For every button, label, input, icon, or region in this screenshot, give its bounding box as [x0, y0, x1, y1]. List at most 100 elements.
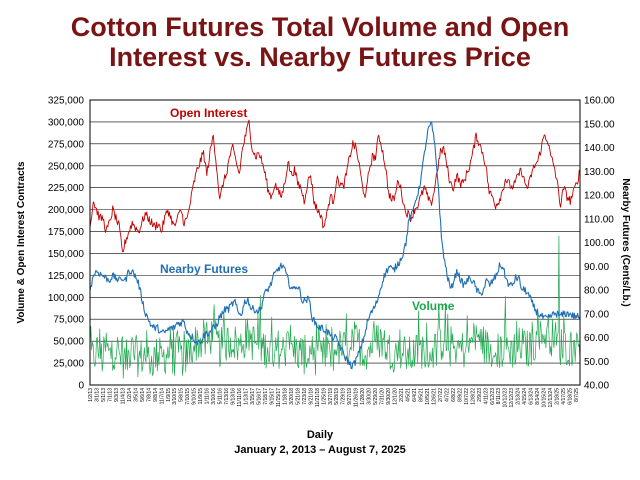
right-tick-label: 160.00 [584, 96, 615, 107]
x-tick-label: 6/12/23 [490, 388, 496, 405]
right-tick-label: 130.00 [584, 167, 615, 178]
x-tick-label: 8/5/21 [418, 388, 424, 402]
annotation-volume: Volume [412, 299, 455, 313]
x-tick-label: 6/18/25 [568, 388, 574, 405]
left-tick-label: 100,000 [48, 293, 85, 304]
x-tick-label: 12/6/21 [431, 388, 437, 405]
x-tick-label: 4/15/24 [522, 388, 528, 405]
x-tick-label: 10/5/21 [425, 388, 431, 405]
x-tick-label: 10/15/24 [542, 388, 548, 408]
right-tick-label: 120.00 [584, 191, 615, 202]
x-tick-label: 9/8/14 [153, 388, 159, 402]
x-tick-label: 7/1/13 [107, 388, 113, 402]
x-tick-label: 7/10/15 [185, 388, 191, 405]
right-tick-label: 50.00 [584, 357, 609, 368]
x-tick-label: 11/7/14 [159, 388, 165, 405]
series-layer [89, 119, 581, 379]
x-tick-label: 12/8/22 [470, 388, 476, 405]
x-tick-label: 8/9/22 [457, 388, 463, 402]
x-tick-label: 12/1/20 [393, 388, 399, 405]
right-tick-label: 110.00 [584, 214, 614, 225]
left-tick-label: 275,000 [48, 139, 85, 150]
left-tick-label: 75,000 [53, 315, 84, 326]
x-tick-label: 2/13/24 [516, 388, 522, 405]
x-tick-label: 1/28/20 [360, 388, 366, 405]
annotation-nearby-futures: Nearby Futures [160, 262, 248, 276]
x-tick-label: 5/28/19 [334, 388, 340, 405]
x-tick-label: 7/8/14 [146, 388, 152, 402]
right-tick-label: 40.00 [584, 381, 609, 392]
x-tick-label: 11/26/19 [354, 388, 360, 407]
x-tick-label: 6/4/21 [412, 388, 418, 402]
left-tick-label: 50,000 [53, 337, 84, 348]
date-range-label: January 2, 2013 – August 7, 2025 [234, 444, 406, 456]
x-tick-label: 3/20/18 [289, 388, 295, 405]
right-tick-label: 150.00 [584, 119, 615, 130]
x-tick-label: 10/7/22 [464, 388, 470, 405]
grid-lines [90, 121, 580, 364]
x-tick-label: 1/2/14 [127, 388, 133, 402]
x-tick-label: 3/15/17 [250, 388, 256, 405]
x-tick-label: 3/1/13 [94, 388, 100, 402]
right-axis-ticks: 40.00 50.00 60.00 70.00 80.00 90.00 100.00 110.… [584, 96, 615, 392]
x-tick-label: 3/30/20 [367, 388, 373, 405]
left-tick-label: 300,000 [48, 117, 85, 128]
x-tick-label: 11/9/15 [198, 388, 204, 405]
x-tick-label: 5/21/18 [295, 388, 301, 405]
x-tick-label: 5/11/16 [218, 388, 224, 405]
right-axis-label: Nearby Futures (Cents/Lb.) [620, 178, 631, 306]
right-tick-label: 100.00 [584, 238, 615, 249]
x-tick-label: 7/31/20 [380, 388, 386, 405]
right-tick-label: 80.00 [584, 286, 609, 297]
x-tick-label: 11/11/16 [237, 388, 243, 407]
annotation-open-interest: Open Interest [170, 106, 247, 120]
x-tick-label: 12/13/24 [548, 388, 554, 408]
right-tick-label: 60.00 [584, 333, 609, 344]
x-tick-label: 2/18/25 [555, 388, 561, 405]
right-tick-label: 70.00 [584, 309, 609, 320]
left-tick-label: 325,000 [48, 96, 85, 107]
series-line-nearby-futures [89, 121, 581, 370]
x-tick-label: 4/5/21 [406, 388, 412, 402]
right-tick-label: 90.00 [584, 262, 609, 273]
series-line-volume [89, 235, 581, 379]
x-tick-label: 2/9/23 [477, 388, 483, 402]
x-tick-label: 7/13/16 [224, 388, 230, 405]
x-tick-label: 7/29/19 [341, 388, 347, 405]
chart-title-line2: Interest vs. Nearby Futures Price [109, 42, 531, 72]
x-tick-label: 11/4/13 [120, 388, 126, 405]
x-tick-label: 9/30/20 [386, 388, 392, 405]
x-tick-label: 4/17/25 [561, 388, 567, 405]
right-tick-label: 140.00 [584, 143, 615, 154]
x-tick-label: 4/7/22 [444, 388, 450, 402]
x-axis-ticks: 1/2/13 3/1/13 5/1/13 7/1/13 9/3/13 11/4/13 1/2… [88, 388, 580, 408]
x-tick-label: 9/13/16 [231, 388, 237, 405]
x-tick-label: 3/10/16 [211, 388, 217, 405]
x-tick-label: 3/27/19 [328, 388, 334, 405]
left-axis-ticks: 0 25,000 50,000 75,000 100,000 125,000 150,000… [48, 96, 85, 392]
x-tick-label: 9/3/13 [114, 388, 120, 402]
x-tick-label: 6/13/24 [529, 388, 535, 405]
x-tick-label: 9/15/17 [269, 388, 275, 405]
x-tick-label: 11/21/18 [315, 388, 321, 407]
x-tick-label: 8/7/25 [574, 388, 580, 402]
x-tick-label: 4/11/23 [483, 388, 489, 405]
x-tick-label: 7/18/17 [263, 388, 269, 405]
x-tick-label: 9/10/15 [192, 388, 198, 405]
x-tick-label: 1/25/19 [321, 388, 327, 405]
x-tick-label: 3/10/15 [172, 388, 178, 405]
left-tick-label: 125,000 [48, 271, 85, 282]
x-tick-label: 5/8/15 [179, 388, 185, 402]
left-tick-label: 175,000 [48, 227, 85, 238]
series-annotations: Open Interest Nearby Futures Volume [160, 106, 455, 313]
x-tick-label: 1/13/17 [244, 388, 250, 405]
left-tick-label: 0 [78, 381, 84, 392]
x-axis-label: Daily [306, 429, 334, 441]
x-tick-label: 3/5/14 [133, 388, 139, 402]
x-tick-label: 9/21/18 [308, 388, 314, 405]
left-tick-label: 200,000 [48, 205, 85, 216]
x-tick-label: 6/8/22 [451, 388, 457, 402]
chart-title-line1: Cotton Futures Total Volume and Open [70, 12, 570, 42]
x-tick-label: 1/18/18 [282, 388, 288, 405]
